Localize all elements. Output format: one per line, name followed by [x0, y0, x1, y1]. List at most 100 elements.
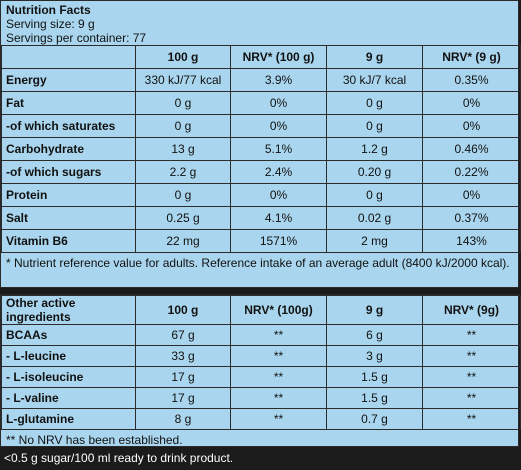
row-label: L-glutamine: [1, 408, 136, 430]
value-9g: 0.20 g: [326, 160, 423, 184]
nrv-100g: 1571%: [230, 229, 327, 253]
nrv-9g: **: [422, 408, 521, 430]
value-100g: 0 g: [135, 91, 231, 115]
row-label: Energy: [1, 68, 136, 92]
nrv-100g: 5.1%: [230, 137, 327, 161]
nrv-9g: **: [422, 345, 521, 367]
header-nrv-100g: NRV* (100g): [230, 295, 327, 325]
value-100g: 17 g: [135, 387, 231, 409]
header-nrv-9g: NRV* (9 g): [422, 45, 521, 69]
row-label: Protein: [1, 183, 136, 207]
header-9g: 9 g: [326, 295, 423, 325]
nrv-9g: **: [422, 387, 521, 409]
nrv-100g: 3.9%: [230, 68, 327, 92]
value-9g: 1.5 g: [326, 366, 423, 388]
table-row: L-glutamine 8 g ** 0.7 g **: [1, 408, 521, 430]
table-row: - L-leucine 33 g ** 3 g **: [1, 345, 521, 367]
nrv-100g: **: [230, 324, 327, 346]
nrv-9g: 0%: [422, 183, 521, 207]
nrv-9g: 0.35%: [422, 68, 521, 92]
nrv-100g: 0%: [230, 91, 327, 115]
value-9g: 1.2 g: [326, 137, 423, 161]
value-9g: 3 g: [326, 345, 423, 367]
header-nrv-9g: NRV* (9g): [422, 295, 521, 325]
nrv-100g: 0%: [230, 183, 327, 207]
active-ingredients-table: Other active ingredients 100 g NRV* (100…: [1, 295, 521, 430]
row-label: - L-isoleucine: [1, 366, 136, 388]
table-row: Salt 0.25 g 4.1% 0.02 g 0.37%: [1, 206, 521, 230]
nrv-100g: 2.4%: [230, 160, 327, 184]
nrv-100g: **: [230, 345, 327, 367]
table-row: -of which saturates 0 g 0% 0 g 0%: [1, 114, 521, 138]
table-row: BCAAs 67 g ** 6 g **: [1, 324, 521, 346]
table-row: Energy 330 kJ/77 kcal 3.9% 30 kJ/7 kcal 0.35…: [1, 68, 521, 92]
value-9g: 1.5 g: [326, 387, 423, 409]
value-100g: 8 g: [135, 408, 231, 430]
value-9g: 6 g: [326, 324, 423, 346]
table-row: Fat 0 g 0% 0 g 0%: [1, 91, 521, 115]
row-label: Fat: [1, 91, 136, 115]
table-row: - L-isoleucine 17 g ** 1.5 g **: [1, 366, 521, 388]
table-header-row: Other active ingredients 100 g NRV* (100…: [1, 295, 521, 325]
value-100g: 330 kJ/77 kcal: [135, 68, 231, 92]
table-row: Carbohydrate 13 g 5.1% 1.2 g 0.46%: [1, 137, 521, 161]
active-ingredients-panel: Other active ingredients 100 g NRV* (100…: [0, 294, 521, 447]
row-label: - L-valine: [1, 387, 136, 409]
row-label: - L-leucine: [1, 345, 136, 367]
no-nrv-footnote: ** No NRV has been established.: [6, 433, 183, 447]
value-9g: 0 g: [326, 114, 423, 138]
row-label: Salt: [1, 206, 136, 230]
header-nrv-100g: NRV* (100 g): [230, 45, 327, 69]
nrv-9g: 0%: [422, 91, 521, 115]
header-label: [1, 45, 136, 69]
facts-title: Nutrition Facts: [6, 3, 91, 17]
value-100g: 17 g: [135, 366, 231, 388]
value-100g: 22 mg: [135, 229, 231, 253]
row-label: -of which saturates: [1, 114, 136, 138]
row-label: Carbohydrate: [1, 137, 136, 161]
table-header-row: 100 g NRV* (100 g) 9 g NRV* (9 g): [1, 45, 521, 69]
header-100g: 100 g: [135, 295, 231, 325]
table-row: -of which sugars 2.2 g 2.4% 0.20 g 0.22%: [1, 160, 521, 184]
value-9g: 0.02 g: [326, 206, 423, 230]
row-label: Vitamin B6: [1, 229, 136, 253]
facts-header: Nutrition Facts Serving size: 9 g Servin…: [1, 1, 518, 45]
nutrition-facts-panel: Nutrition Facts Serving size: 9 g Servin…: [0, 0, 521, 288]
nutrition-table: 100 g NRV* (100 g) 9 g NRV* (9 g) Energy…: [1, 45, 521, 253]
value-9g: 0 g: [326, 91, 423, 115]
value-100g: 2.2 g: [135, 160, 231, 184]
nrv-9g: 0.22%: [422, 160, 521, 184]
nrv-9g: 0.37%: [422, 206, 521, 230]
row-label: -of which sugars: [1, 160, 136, 184]
nrv-100g: 0%: [230, 114, 327, 138]
value-100g: 0 g: [135, 114, 231, 138]
table-row: Protein 0 g 0% 0 g 0%: [1, 183, 521, 207]
row-label: BCAAs: [1, 324, 136, 346]
nrv-100g: **: [230, 408, 327, 430]
value-9g: 2 mg: [326, 229, 423, 253]
value-100g: 0.25 g: [135, 206, 231, 230]
sugar-note: <0.5 g sugar/100 ml ready to drink produ…: [4, 451, 234, 465]
value-100g: 13 g: [135, 137, 231, 161]
header-100g: 100 g: [135, 45, 231, 69]
header-9g: 9 g: [326, 45, 423, 69]
nrv-100g: **: [230, 387, 327, 409]
servings-per-container: Servings per container: 77: [6, 31, 147, 45]
table-row: - L-valine 17 g ** 1.5 g **: [1, 387, 521, 409]
nrv-100g: 4.1%: [230, 206, 327, 230]
nrv-9g: 0%: [422, 114, 521, 138]
value-9g: 30 kJ/7 kcal: [326, 68, 423, 92]
nrv-footnote: * Nutrient reference value for adults. R…: [6, 256, 510, 270]
nrv-9g: **: [422, 366, 521, 388]
nrv-9g: 143%: [422, 229, 521, 253]
value-100g: 33 g: [135, 345, 231, 367]
value-9g: 0.7 g: [326, 408, 423, 430]
nrv-9g: 0.46%: [422, 137, 521, 161]
table-row: Vitamin B6 22 mg 1571% 2 mg 143%: [1, 229, 521, 253]
serving-size: Serving size: 9 g: [6, 17, 95, 31]
value-9g: 0 g: [326, 183, 423, 207]
nrv-100g: **: [230, 366, 327, 388]
value-100g: 67 g: [135, 324, 231, 346]
header-other-ingredients: Other active ingredients: [1, 295, 136, 325]
value-100g: 0 g: [135, 183, 231, 207]
